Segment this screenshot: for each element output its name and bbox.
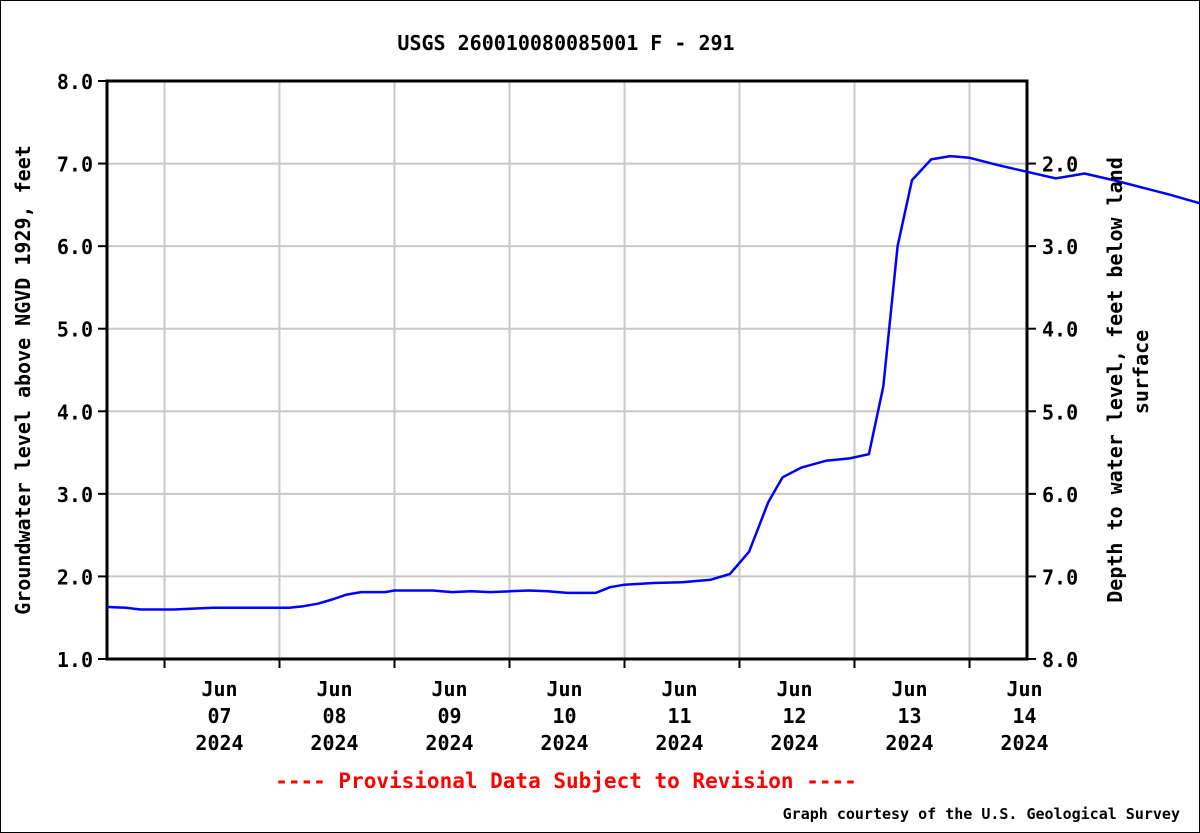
y-tick-label: 1.0 [57, 648, 93, 672]
x-tick-label: 13 [897, 704, 921, 728]
x-tick-label: 14 [1012, 704, 1036, 728]
y-tick-label: 4.0 [57, 400, 93, 424]
x-tick-label: Jun [776, 677, 812, 701]
y-tick-label: 6.0 [57, 235, 93, 259]
x-tick-label: 2024 [655, 731, 703, 755]
x-tick-label: 2024 [770, 731, 818, 755]
x-tick-label: Jun [201, 677, 237, 701]
plot-area-frame [105, 79, 1029, 661]
x-tick-label: 09 [437, 704, 461, 728]
series-layer [106, 154, 1200, 611]
y2-tick-label: 5.0 [1042, 400, 1078, 424]
x-tick-label: 11 [667, 704, 691, 728]
y-axis-label: Groundwater level above NGVD 1929, feet [11, 145, 35, 615]
x-tick-label: Jun [891, 677, 927, 701]
x-tick-label: Jun [431, 677, 467, 701]
x-tick-label: 10 [552, 704, 576, 728]
x-tick-label: Jun [546, 677, 582, 701]
x-tick-label: Jun [1006, 677, 1042, 701]
grid-lines [107, 80, 1027, 660]
y2-axis-label-line-2: surface [1129, 330, 1153, 414]
y-tick-label: 5.0 [57, 318, 93, 342]
y2-tick-label: 6.0 [1042, 483, 1078, 507]
y-tick-label: 2.0 [57, 565, 93, 589]
groundwater-level-line [106, 154, 1200, 611]
y2-tick-label: 4.0 [1042, 318, 1078, 342]
y-tick-label: 8.0 [57, 70, 93, 94]
x-tick-label: 2024 [885, 731, 933, 755]
x-tick-label: 2024 [195, 731, 243, 755]
y2-tick-label: 3.0 [1042, 235, 1078, 259]
left-axis: 1.0 2.0 3.0 4.0 5.0 6.0 7.0 8.0 [57, 70, 107, 672]
y-tick-label: 3.0 [57, 483, 93, 507]
x-tick-label: Jun [316, 677, 352, 701]
y2-axis-label-line-1: Depth to water level, feet below land [1103, 157, 1127, 603]
x-tick-label: 08 [322, 704, 346, 728]
y2-tick-label: 8.0 [1042, 648, 1078, 672]
x-axis: Jun 07 2024 Jun 08 2024 Jun 09 2024 Jun 10 2024 Jun 1… [163, 659, 1049, 755]
x-tick-label: 12 [782, 704, 806, 728]
usgs-credit: Graph courtesy of the U.S. Geological Su… [783, 805, 1180, 823]
x-tick-label: 2024 [310, 731, 358, 755]
y2-tick-label: 7.0 [1042, 565, 1078, 589]
x-tick-label: Jun [661, 677, 697, 701]
x-tick-label: 07 [207, 704, 231, 728]
y-tick-label: 7.0 [57, 153, 93, 177]
chart-title: USGS 260010080085001 F - 291 [397, 31, 734, 55]
x-tick-label: 2024 [1000, 731, 1048, 755]
right-axis: 2.0 3.0 4.0 5.0 6.0 7.0 8.0 [1027, 153, 1078, 672]
x-tick-label: 2024 [540, 731, 588, 755]
x-tick-label: 2024 [425, 731, 473, 755]
provisional-data-notice: ---- Provisional Data Subject to Revisio… [275, 769, 857, 793]
y2-tick-label: 2.0 [1042, 153, 1078, 177]
